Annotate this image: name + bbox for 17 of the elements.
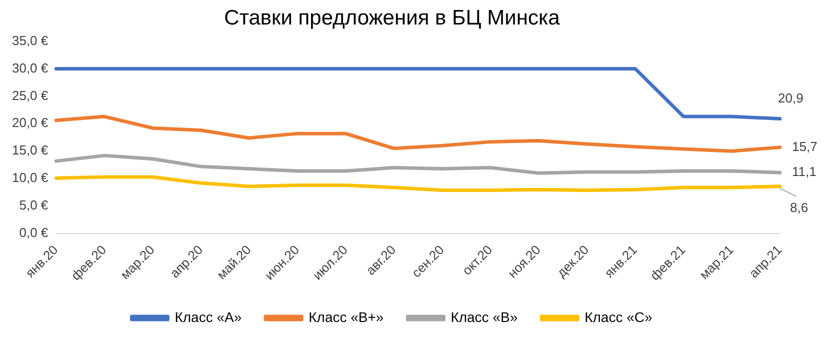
y-tick-label: 0,0 €: [19, 225, 49, 240]
legend-label: Класс «B»: [450, 308, 518, 325]
y-tick-label: 30,0 €: [12, 60, 49, 76]
y-tick-label: 25,0 €: [12, 88, 49, 103]
y-tick-label: 20,0 €: [12, 115, 49, 130]
data-label: 11,1: [792, 164, 816, 180]
y-tick-label: 5,0 €: [19, 198, 49, 213]
data-label: 15,7: [792, 138, 818, 154]
y-tick-label: 35,0 €: [12, 32, 49, 48]
y-tick-label: 10,0 €: [12, 170, 49, 186]
data-label: 20,9: [778, 90, 804, 106]
legend-label: Класс «A»: [174, 308, 242, 325]
legend-label: Класс «C»: [584, 308, 653, 325]
data-label: 8,6: [790, 200, 808, 215]
y-tick-label: 15,0 €: [12, 142, 49, 158]
legend-label: Класс «B+»: [308, 308, 384, 325]
chart-title: Ставки предложения в БЦ Минска: [224, 6, 560, 30]
